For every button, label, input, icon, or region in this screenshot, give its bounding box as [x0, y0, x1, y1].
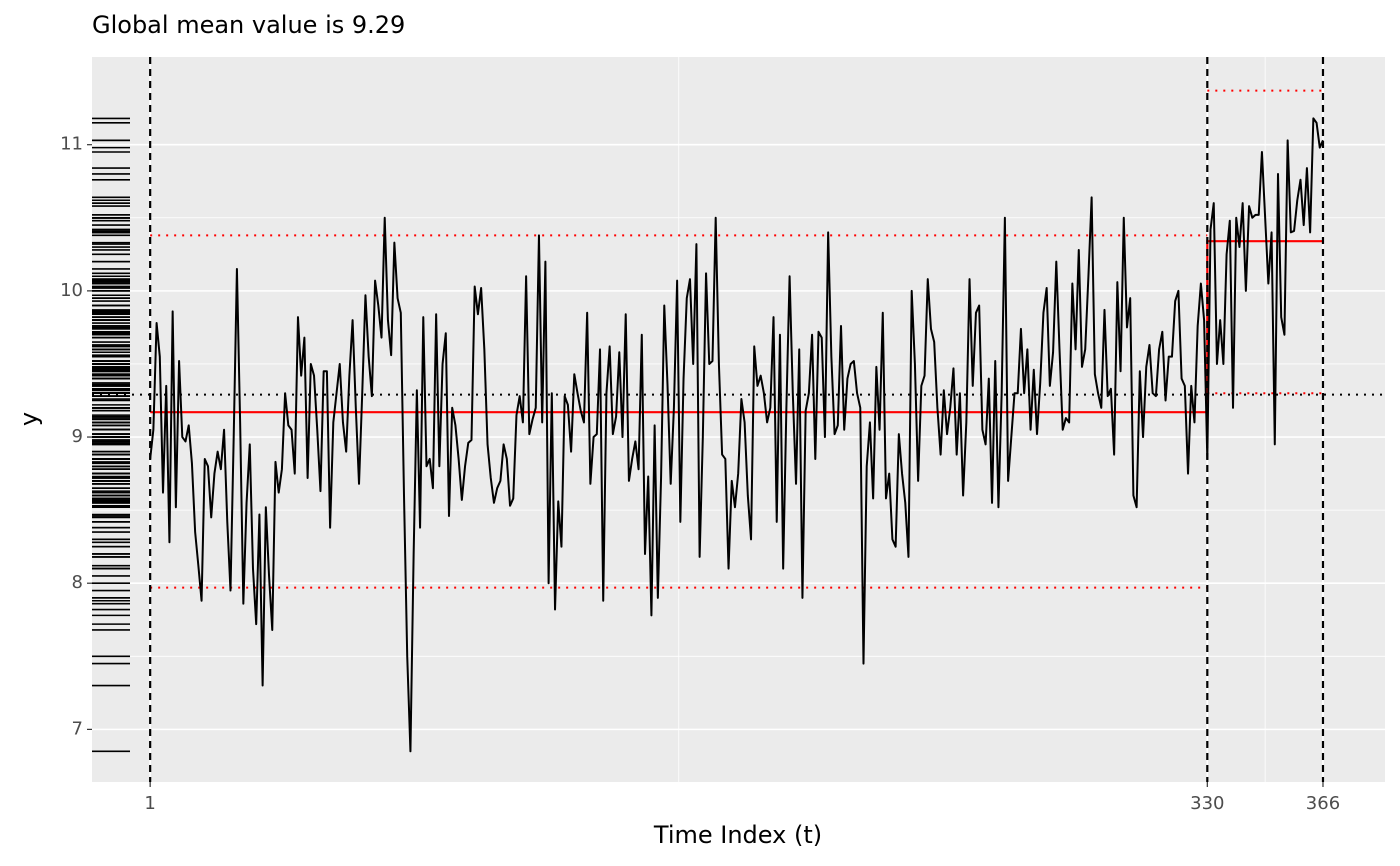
y-tick-label: 11 [60, 134, 83, 155]
y-tick-label: 8 [72, 572, 83, 593]
marks [92, 57, 1385, 782]
x-axis-title: Time Index (t) [653, 821, 822, 849]
y-tick-label: 9 [72, 426, 83, 447]
panel-background [92, 57, 1385, 782]
y-tick-label: 10 [60, 280, 83, 301]
series-line [149, 117, 1324, 753]
chart-title: Global mean value is 9.29 [92, 11, 405, 39]
x-tick-label: 330 [1190, 793, 1224, 814]
y-tick-label: 7 [72, 718, 83, 739]
x-tick-label: 1 [144, 793, 155, 814]
y-axis-title: y [15, 412, 43, 426]
x-tick-label: 366 [1306, 793, 1340, 814]
